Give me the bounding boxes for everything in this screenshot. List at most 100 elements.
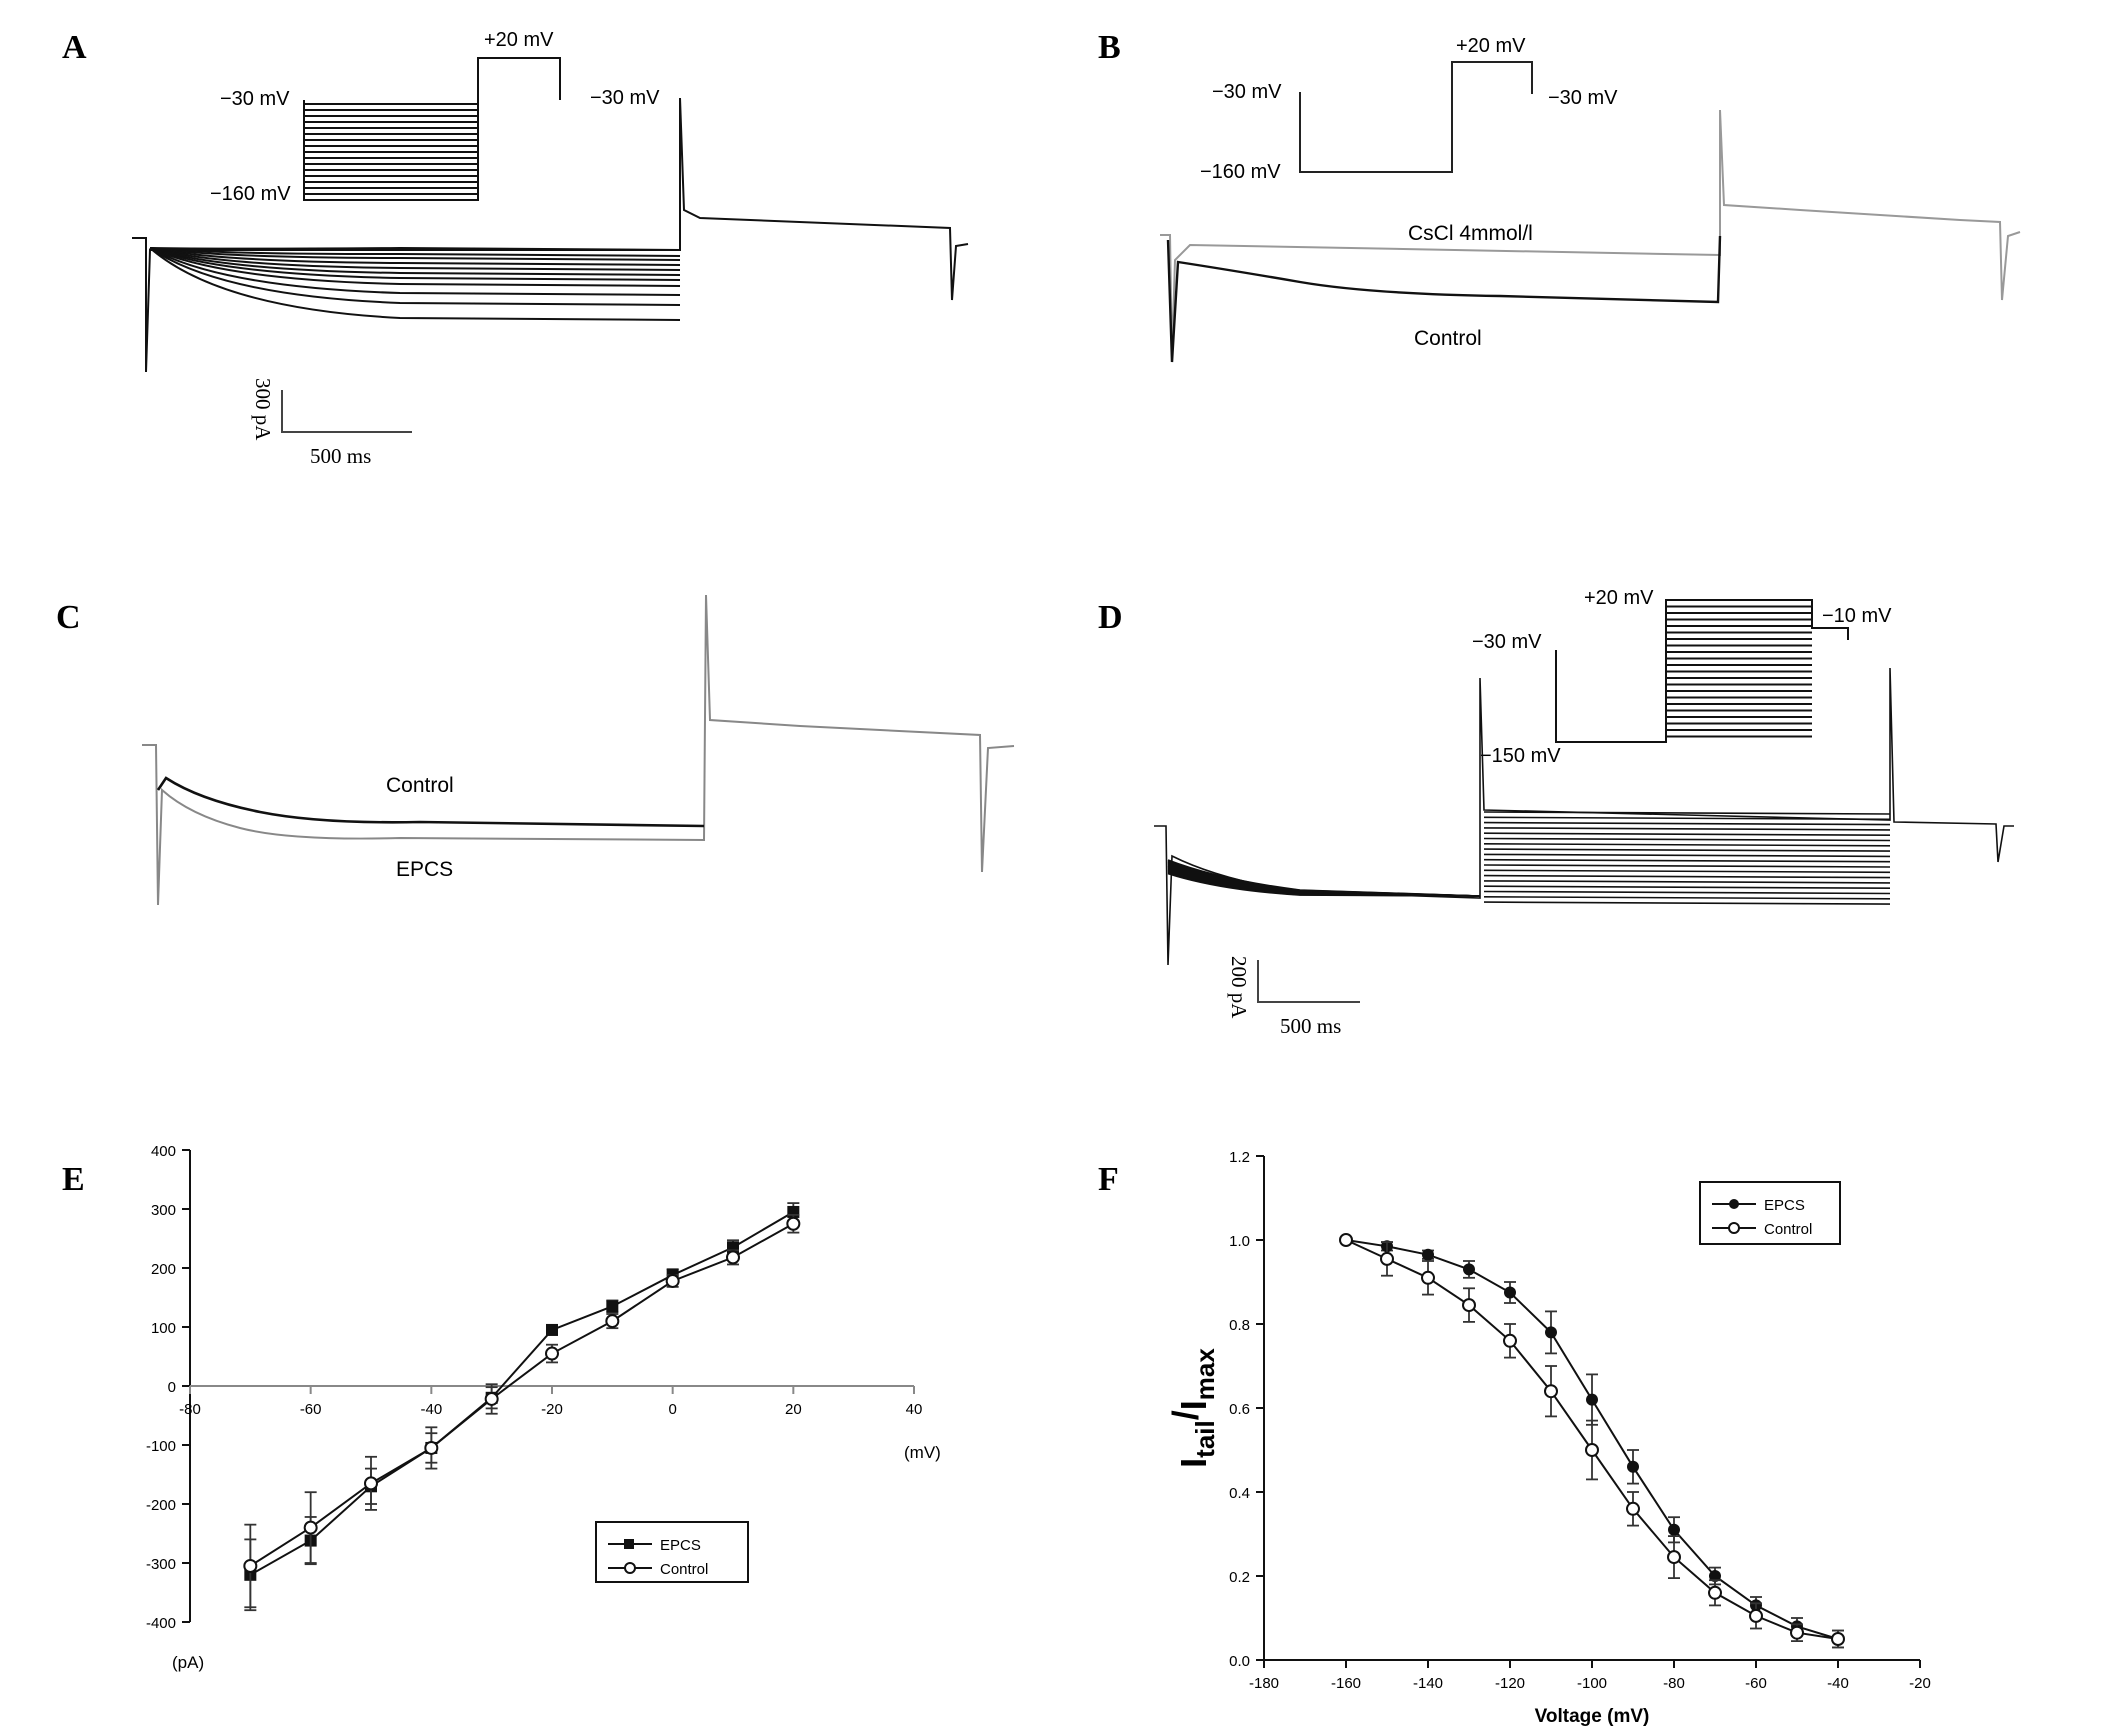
data-point-control (243, 1558, 258, 1573)
x-tick-label: -60 (1745, 1675, 1767, 1692)
protocol-b-return-label: −30 mV (1548, 87, 1618, 109)
protocol-d-hold-label: −30 mV (1472, 631, 1542, 653)
data-point-epcs (1463, 1263, 1475, 1276)
protocol-a-low-label: −160 mV (210, 183, 291, 205)
y-tick-label: 0.0 (1229, 1653, 1250, 1670)
legend-entry: Control (1764, 1221, 1812, 1238)
trace-d-step-sweep (1483, 853, 1891, 858)
data-point-control (1462, 1298, 1476, 1313)
data-point-control (1626, 1501, 1640, 1516)
series-line-epcs (249, 1211, 794, 1576)
voltage-protocol-d (1555, 599, 1849, 743)
data-point-epcs (1545, 1326, 1557, 1339)
x-tick-label: -80 (179, 1401, 201, 1418)
data-point-control (364, 1476, 378, 1491)
trace-a-sweep (149, 247, 681, 276)
x-tick-label: -100 (1577, 1675, 1607, 1692)
data-point-control (545, 1346, 559, 1361)
trace-a-sweep (149, 247, 681, 287)
data-point-control (1380, 1251, 1394, 1266)
y-tick-label: 200 (151, 1261, 176, 1278)
legend-entry: EPCS (660, 1537, 701, 1554)
x-tick-label: -160 (1331, 1675, 1361, 1692)
trace-b-cscl-label: CsCl 4mmol/l (1408, 222, 1533, 245)
trace-a-sweep (149, 247, 681, 266)
panel-letter-c: C (56, 599, 81, 636)
panel-b: B −30 mV −160 mV +20 mV −30 mV CsCl 4mmo… (1098, 29, 2021, 363)
data-point-control (1339, 1233, 1353, 1247)
x-tick-label: -80 (1663, 1675, 1685, 1692)
scalebar-a-time: 500 ms (310, 444, 371, 468)
trace-d-step-sweep (1483, 837, 1891, 842)
y-tick-label: 0.2 (1229, 1569, 1250, 1586)
trace-a-sweep (149, 247, 681, 271)
trace-d-step-sweep (1483, 869, 1891, 874)
x-tick-label: -60 (300, 1401, 322, 1418)
scalebar-a: 300 pA 500 ms (251, 378, 412, 468)
legend-marker (1729, 1199, 1739, 1209)
scalebar-a-current: 300 pA (251, 378, 275, 441)
current-traces-d (1154, 667, 2014, 966)
y-tick-label: 1.2 (1229, 1149, 1250, 1166)
legend-entry: Control (660, 1561, 708, 1578)
x-tick-label: -140 (1413, 1675, 1443, 1692)
trace-d-step-sweep (1483, 842, 1891, 847)
y-axis-label-part: tail (1190, 1420, 1220, 1458)
data-point-epcs (606, 1300, 619, 1313)
y-axis-label-part: I (1173, 1400, 1214, 1410)
x-axis-label: (mV) (904, 1443, 941, 1462)
trace-c-epcs-label: EPCS (396, 858, 453, 881)
panel-letter-f: F (1098, 1161, 1119, 1198)
x-tick-label: -20 (1909, 1675, 1931, 1692)
legend-box (595, 1521, 749, 1583)
protocol-d-low-label: −150 mV (1480, 745, 1561, 767)
trace-d-step-sweep (1483, 827, 1891, 831)
y-tick-label: -100 (146, 1438, 176, 1455)
data-point-control (1421, 1270, 1435, 1285)
protocol-d-step-label: +20 mV (1584, 587, 1654, 609)
data-point-control (1503, 1333, 1517, 1348)
panel-letter-e: E (62, 1161, 85, 1198)
panel-d: D −30 mV −150 mV +20 mV −10 mV 200 pA 50… (1098, 587, 2014, 1038)
x-tick-label: -180 (1249, 1675, 1279, 1692)
x-tick-label: -20 (541, 1401, 563, 1418)
trace-d-step-sweep (1483, 890, 1891, 895)
trace-a-sweep (149, 247, 681, 296)
trace-d-step-sweep (1483, 816, 1891, 821)
protocol-a-steps (304, 103, 478, 195)
panel-letter-a: A (62, 29, 87, 66)
y-tick-label: -300 (146, 1556, 176, 1573)
data-point-control (726, 1250, 740, 1265)
legend-marker (624, 1539, 634, 1549)
y-tick-label: -200 (146, 1497, 176, 1514)
trace-a-sweep (149, 247, 681, 281)
trace-a-sweep (149, 247, 681, 306)
x-tick-label: 40 (906, 1401, 923, 1418)
data-point-control (424, 1440, 439, 1455)
data-point-control (1790, 1625, 1804, 1640)
data-point-epcs (1504, 1286, 1516, 1299)
trace-c-epcs (142, 594, 1015, 906)
trace-d-step-sweep (1483, 880, 1891, 884)
protocol-a-return-label: −30 mV (590, 87, 660, 109)
x-tick-label: -120 (1495, 1675, 1525, 1692)
trace-b-cscl (1160, 109, 2021, 359)
panel-a: A −30 mV −160 mV +20 mV −30 mV 300 pA 50… (62, 29, 969, 468)
y-tick-label: 0.6 (1229, 1401, 1250, 1418)
data-point-control (605, 1314, 620, 1329)
y-axis-label: (pA) (172, 1653, 204, 1672)
legend-marker (1728, 1222, 1740, 1234)
data-point-epcs (546, 1323, 558, 1336)
data-point-control (665, 1273, 680, 1288)
y-tick-label: -400 (146, 1615, 176, 1632)
trace-d-prepulse-sweep (1167, 872, 1481, 897)
chart-f-activation-curve: 1.2 1.0 0.8 0.6 0.4 0.2 0.0 -180 -160 -140 -120 -10… (1165, 1149, 1931, 1727)
trace-c-control (156, 776, 705, 828)
scalebar-d: 200 pA 500 ms (1227, 956, 1360, 1038)
trace-d-step-sweep (1483, 821, 1891, 826)
panel-f: F 1.2 1.0 0.8 0.6 0.4 0.2 0.0 -180 -160 -140 -120 -… (1098, 1149, 1931, 1727)
trace-d-step-sweep (1483, 858, 1891, 863)
